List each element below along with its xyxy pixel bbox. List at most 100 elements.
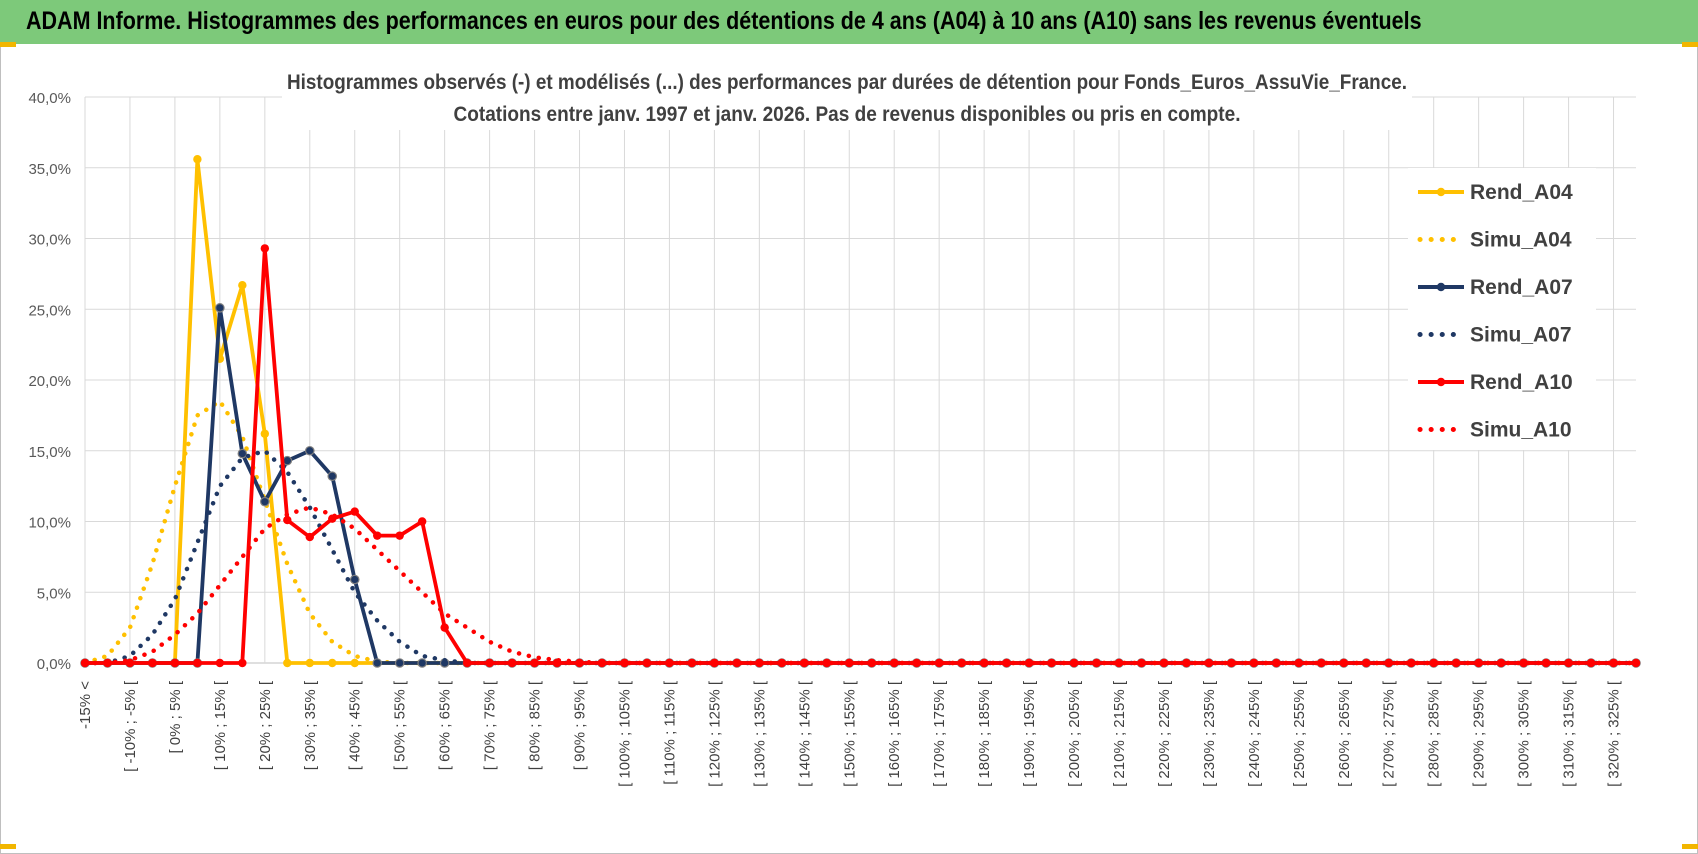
- data-point: [934, 658, 944, 668]
- x-tick-label: [ 180% ; 185% [: [976, 680, 993, 787]
- corner-mark-bottom-right: [1682, 844, 1698, 849]
- title-backdrop: [282, 68, 1412, 130]
- x-tick-label: [ 220% ; 225% [: [1156, 680, 1173, 787]
- data-point: [193, 155, 202, 164]
- y-tick-label: 20,0%: [28, 373, 71, 390]
- data-point: [1429, 658, 1438, 668]
- data-point: [350, 507, 359, 516]
- legend-marker: [1436, 377, 1446, 387]
- x-tick-label: [ 120% ; 125% [: [706, 680, 723, 787]
- series-rend-a04: [80, 155, 1641, 668]
- x-tick-label: [ 140% ; 145% [: [796, 680, 813, 787]
- data-point: [1114, 658, 1124, 668]
- series-simu-a07: [82, 448, 1639, 666]
- series-layer: [80, 155, 1641, 668]
- data-point: [283, 658, 292, 668]
- x-tick-label: [ 290% ; 295% [: [1471, 680, 1488, 787]
- data-point: [417, 517, 427, 526]
- y-tick-label: 10,0%: [28, 515, 71, 532]
- legend: Rend_A04 Simu_A04 Rend_A07 Simu_A07 Rend_A10…: [1417, 181, 1573, 442]
- data-point: [1519, 658, 1528, 668]
- x-tick-label: [ 230% ; 235% [: [1201, 680, 1218, 787]
- legend-backdrop: [1408, 168, 1596, 450]
- corner-mark-top-right: [1682, 42, 1698, 47]
- data-point: [800, 658, 809, 668]
- series-line: [82, 448, 1639, 666]
- legend-entry-simu-a04: Simu_A04: [1417, 229, 1572, 252]
- data-point: [305, 658, 314, 668]
- x-tick-label: [ 130% ; 135% [: [751, 680, 768, 787]
- legend-entry-rend-a04: Rend_A04: [1418, 181, 1573, 204]
- series-line: [85, 246, 1636, 665]
- data-point: [327, 471, 338, 482]
- data-point: [417, 658, 427, 668]
- data-point: [822, 658, 831, 668]
- data-point: [237, 448, 248, 459]
- data-point: [732, 658, 742, 668]
- x-tick-label: [ 50% ; 55% [: [392, 680, 409, 770]
- data-point: [305, 532, 314, 542]
- y-tick-label: 15,0%: [28, 444, 71, 461]
- data-point: [372, 658, 383, 668]
- data-point: [148, 658, 157, 668]
- series-simu-a10: [82, 505, 1639, 666]
- x-tick-label: [ 150% ; 155% [: [841, 680, 858, 787]
- data-point: [912, 658, 921, 668]
- x-tick-label: [ 270% ; 275% [: [1381, 680, 1398, 787]
- data-point: [215, 303, 225, 313]
- data-point: [1317, 658, 1326, 668]
- data-point: [1204, 658, 1214, 668]
- y-tick-label: 0,0%: [37, 656, 71, 673]
- x-tick-label: [ 260% ; 265% [: [1336, 680, 1353, 787]
- data-point: [1609, 658, 1618, 668]
- data-point: [349, 574, 360, 585]
- data-point: [125, 658, 135, 668]
- corner-mark-bottom-left: [0, 844, 16, 849]
- data-point: [260, 496, 270, 507]
- x-tick-label: [ 100% ; 105% [: [616, 680, 633, 787]
- y-tick-label: 25,0%: [28, 302, 71, 319]
- data-point: [170, 658, 180, 668]
- legend-entry-simu-a07: Simu_A07: [1417, 324, 1572, 347]
- legend-label: Rend_A10: [1470, 371, 1573, 394]
- x-tick-label: [ 240% ; 245% [: [1246, 680, 1263, 787]
- data-point: [1024, 658, 1034, 668]
- x-tick-label: [ 110% ; 115% [: [661, 680, 678, 785]
- x-tick-label: [ -10% ; -5% [: [122, 680, 139, 772]
- data-point: [328, 658, 337, 668]
- x-tick-label: [ 190% ; 195% [: [1021, 680, 1038, 787]
- x-tick-label: [ 30% ; 35% [: [302, 680, 319, 770]
- x-tick-label: [ 60% ; 65% [: [437, 680, 454, 770]
- y-tick-label: 5,0%: [37, 585, 71, 602]
- data-point: [1002, 658, 1011, 668]
- x-tick-label: [ 300% ; 305% [: [1516, 680, 1533, 787]
- x-tick-label: [ 310% ; 315% [: [1561, 680, 1578, 787]
- x-tick-label: [ 160% ; 165% [: [886, 680, 903, 787]
- x-tick-label: [ 320% ; 325% [: [1606, 680, 1623, 787]
- data-point: [238, 658, 247, 668]
- legend-entry-rend-a10: Rend_A10: [1418, 371, 1573, 394]
- data-point: [283, 515, 292, 525]
- data-point: [485, 658, 494, 668]
- x-tick-label: [ 70% ; 75% [: [482, 680, 499, 770]
- chart-title: Histogrammes observés (-) et modélisés (…: [287, 71, 1407, 94]
- x-axis-ticks: -15% < [ -10% ; -5% [[ 0% ; 5% [[ 10% ; 1…: [77, 680, 1623, 787]
- series-rend-a07: [80, 303, 1641, 668]
- legend-label: Simu_A04: [1470, 229, 1572, 252]
- legend-marker: [1436, 282, 1446, 292]
- x-tick-label: [ 250% ; 255% [: [1291, 680, 1308, 787]
- data-point: [462, 658, 472, 668]
- y-tick-label: 35,0%: [28, 161, 71, 178]
- legend-label: Simu_A10: [1470, 419, 1572, 442]
- x-tick-label: -15% <: [77, 681, 94, 729]
- data-point: [373, 531, 382, 540]
- data-point: [1137, 658, 1146, 668]
- header-banner: ADAM Informe. Histogrammes des performan…: [0, 0, 1698, 44]
- data-point: [440, 623, 449, 632]
- x-tick-label: [ 40% ; 45% [: [347, 680, 364, 770]
- series-line: [85, 305, 1636, 665]
- data-point: [260, 429, 270, 438]
- legend-entry-simu-a10: Simu_A10: [1417, 419, 1572, 442]
- x-tick-label: [ 0% ; 5% [: [167, 680, 184, 753]
